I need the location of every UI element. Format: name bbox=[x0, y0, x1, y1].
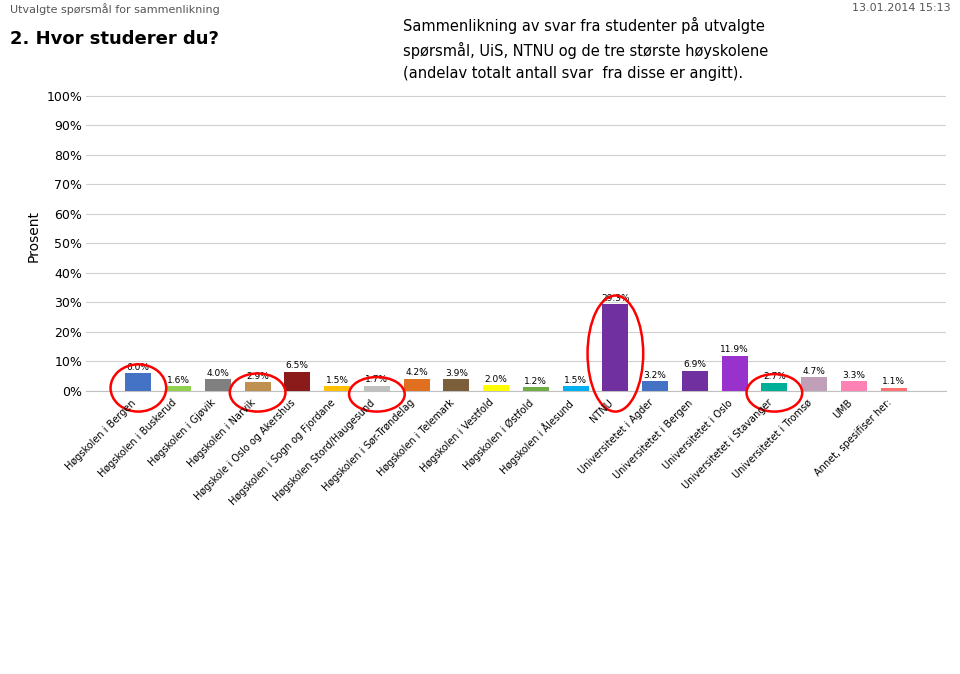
Text: Annet, spesifiser her:: Annet, spesifiser her: bbox=[813, 398, 894, 479]
Text: Universitetet i Tromsø: Universitetet i Tromsø bbox=[732, 398, 814, 481]
Text: Høgskolen i Vestfold: Høgskolen i Vestfold bbox=[420, 398, 496, 474]
Bar bbox=[444, 379, 469, 391]
Text: Høgskolen i Gjøvik: Høgskolen i Gjøvik bbox=[147, 398, 218, 468]
Text: 2.7%: 2.7% bbox=[763, 373, 786, 381]
Bar bbox=[126, 373, 152, 391]
Text: Høgskolen i Østfold: Høgskolen i Østfold bbox=[462, 398, 536, 472]
Text: 1.6%: 1.6% bbox=[167, 375, 190, 385]
Bar bbox=[523, 388, 549, 391]
Text: UMB: UMB bbox=[831, 398, 853, 421]
Text: NTNU: NTNU bbox=[588, 398, 615, 425]
Text: 29.3%: 29.3% bbox=[601, 294, 630, 303]
Bar bbox=[204, 379, 230, 391]
Bar bbox=[642, 381, 668, 391]
Text: Universitetet i Bergen: Universitetet i Bergen bbox=[612, 398, 695, 481]
Bar bbox=[404, 379, 429, 391]
Text: 4.2%: 4.2% bbox=[405, 368, 428, 377]
Text: 1.7%: 1.7% bbox=[366, 375, 389, 384]
Text: Høgskolen Stord/Haugesund: Høgskolen Stord/Haugesund bbox=[272, 398, 377, 503]
Text: 6.0%: 6.0% bbox=[127, 363, 150, 372]
Text: 3.3%: 3.3% bbox=[842, 371, 865, 379]
Text: Høgskolen i Bergen: Høgskolen i Bergen bbox=[64, 398, 138, 472]
Bar bbox=[802, 377, 828, 391]
Text: 11.9%: 11.9% bbox=[720, 345, 749, 355]
Text: 3.2%: 3.2% bbox=[644, 371, 666, 380]
Text: Universitetet i Agder: Universitetet i Agder bbox=[576, 398, 655, 477]
Text: 1.5%: 1.5% bbox=[325, 376, 348, 385]
Bar bbox=[880, 388, 906, 391]
Text: Høgskolen i Narvik: Høgskolen i Narvik bbox=[186, 398, 257, 469]
Text: Høgskolen i Sør-Trøndelag: Høgskolen i Sør-Trøndelag bbox=[321, 398, 417, 493]
Text: 2. Hvor studerer du?: 2. Hvor studerer du? bbox=[10, 30, 219, 49]
Text: 6.9%: 6.9% bbox=[684, 360, 707, 369]
Bar bbox=[563, 386, 588, 391]
Text: 6.5%: 6.5% bbox=[286, 361, 309, 370]
Bar bbox=[165, 386, 191, 391]
Bar bbox=[364, 386, 390, 391]
Text: 2.9%: 2.9% bbox=[246, 372, 269, 381]
Bar bbox=[841, 381, 867, 391]
Bar bbox=[682, 371, 708, 391]
Text: Høgskolen i Ålesund: Høgskolen i Ålesund bbox=[497, 398, 576, 476]
Text: 1.5%: 1.5% bbox=[564, 376, 588, 385]
Bar bbox=[483, 385, 509, 391]
Text: 4.7%: 4.7% bbox=[803, 367, 826, 375]
Bar bbox=[324, 386, 350, 391]
Text: Høgskolen i Telemark: Høgskolen i Telemark bbox=[376, 398, 456, 478]
Text: 1.2%: 1.2% bbox=[524, 377, 547, 386]
Text: 13.01.2014 15:13: 13.01.2014 15:13 bbox=[852, 3, 950, 13]
Bar bbox=[722, 356, 748, 391]
Text: Universitetet i Stavanger: Universitetet i Stavanger bbox=[681, 398, 775, 491]
Text: Høgskolen i Sogn og Fjordane: Høgskolen i Sogn og Fjordane bbox=[228, 398, 337, 507]
Text: 3.9%: 3.9% bbox=[444, 369, 468, 378]
Text: Sammenlikning av svar fra studenter på utvalgte
spørsmål, UiS, NTNU og de tre st: Sammenlikning av svar fra studenter på u… bbox=[403, 17, 768, 82]
Bar bbox=[245, 382, 271, 391]
Text: Høgskole i Oslo og Akershus: Høgskole i Oslo og Akershus bbox=[193, 398, 298, 502]
Bar bbox=[284, 372, 310, 391]
Text: 2.0%: 2.0% bbox=[485, 375, 508, 384]
Bar bbox=[603, 305, 628, 391]
Text: 1.1%: 1.1% bbox=[882, 377, 905, 386]
Text: Universitetet i Oslo: Universitetet i Oslo bbox=[661, 398, 734, 471]
Bar bbox=[761, 383, 787, 391]
Y-axis label: Prosent: Prosent bbox=[27, 210, 41, 262]
Text: Utvalgte spørsmål for sammenlikning: Utvalgte spørsmål for sammenlikning bbox=[10, 3, 219, 16]
Text: Høgskolen i Buskerud: Høgskolen i Buskerud bbox=[97, 398, 179, 479]
Text: 4.0%: 4.0% bbox=[206, 369, 229, 377]
